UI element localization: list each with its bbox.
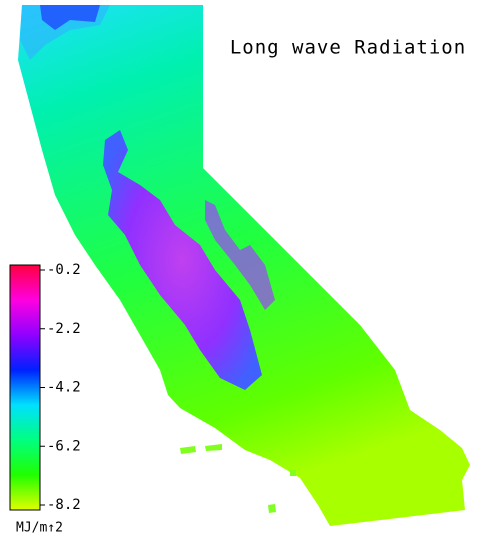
tick-label: -4.2	[47, 380, 81, 396]
color-scale: -0.2 -2.2 -4.2 -6.2 -8.2	[9, 262, 81, 513]
map-title: Long wave Radiation	[230, 37, 466, 59]
tick-label: -2.2	[47, 321, 81, 337]
tick-label: -8.2	[47, 497, 81, 513]
central-valley	[103, 130, 262, 390]
color-scale-bar	[9, 264, 41, 511]
color-scale-unit: MJ/m↑2	[16, 521, 63, 536]
northern-mountains	[40, 5, 100, 30]
sierra-patches	[205, 200, 275, 310]
tick-label: -6.2	[47, 438, 81, 454]
channel-islands	[180, 444, 296, 513]
tick-label: -0.2	[47, 262, 81, 278]
